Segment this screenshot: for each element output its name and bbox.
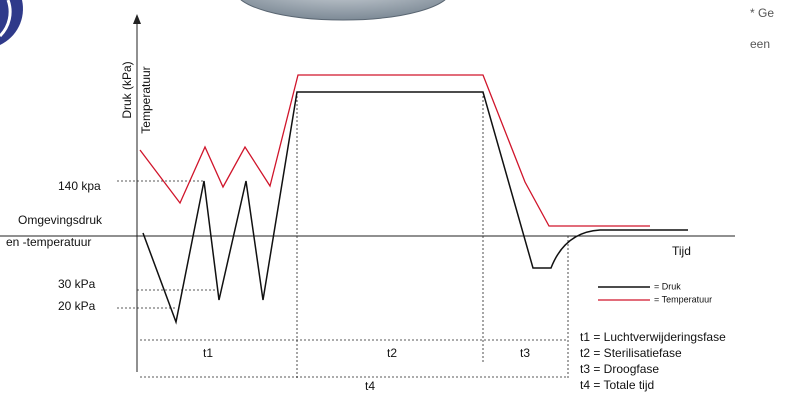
phase-key: t2 = Sterilisatiefase [580,346,682,360]
logo-fragment [0,0,23,45]
logo-ring [0,0,12,38]
note-text: een [750,37,770,51]
level-label: 20 kPa [58,299,96,313]
axis-arrow [133,14,141,24]
level-label: 30 kPa [58,277,96,291]
legend-label: = Druk [654,281,681,291]
level-label: en -temperatuur [6,235,91,249]
device-image [240,0,446,21]
phase-label: t3 [520,346,530,360]
y-label: Druk (kPa) [120,61,134,118]
phase-key: t1 = Luchtverwijderingsfase [580,330,726,344]
legend-label: = Temperatuur [654,294,712,304]
phase-label: t1 [203,346,213,360]
temperature-curve [139,74,650,227]
note-text: * Ge [750,6,774,20]
phase-key: t4 = Totale tijd [580,378,654,392]
pressure-curve [142,91,688,325]
phase-key: t3 = Droogfase [580,362,659,376]
phase-label: t4 [365,379,375,393]
level-label: 140 kpa [58,179,101,193]
phase-label: t2 [387,346,397,360]
level-label: Omgevingsdruk [18,213,103,227]
y-label: Temperatuur [139,66,153,133]
x-label: Tijd [672,244,691,258]
